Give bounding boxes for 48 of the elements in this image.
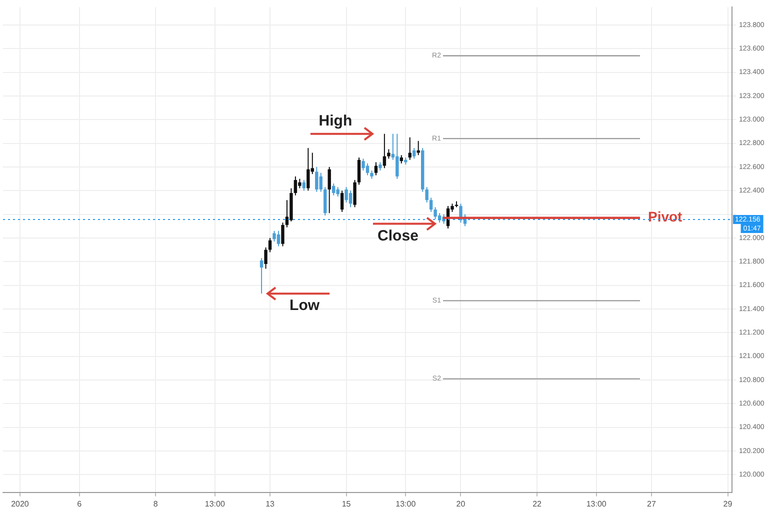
candlestick <box>315 166 318 192</box>
annotation: High <box>318 112 352 130</box>
candlestick <box>357 156 361 186</box>
x-tick-label: 15 <box>342 499 352 508</box>
candlestick <box>416 140 420 156</box>
x-tick-label: 29 <box>723 499 733 508</box>
candlestick <box>281 222 284 247</box>
candlestick <box>260 258 264 294</box>
candlestick <box>425 186 428 203</box>
x-tick-label: 22 <box>532 499 542 508</box>
candlestick <box>362 158 365 172</box>
candlestick <box>336 186 340 198</box>
candlestick <box>434 206 437 220</box>
x-tick-label: 20 <box>456 499 466 508</box>
candlestick <box>396 133 399 180</box>
candlestick <box>328 166 331 214</box>
candlestick <box>302 179 306 192</box>
x-tick-label: 13 <box>266 499 276 508</box>
candlestick <box>306 148 310 192</box>
candlestick <box>276 230 280 247</box>
annotation: Close <box>378 227 418 244</box>
candlestick <box>382 133 386 169</box>
candlestick <box>268 237 272 253</box>
candlestick <box>298 178 302 189</box>
candlestick <box>319 172 322 192</box>
annotation: Low <box>290 297 320 314</box>
candlestick <box>344 186 348 203</box>
candlestick <box>272 230 276 242</box>
candlestick <box>324 186 327 216</box>
x-tick-label: 13:00 <box>586 499 607 508</box>
x-tick-label: 6 <box>77 499 82 508</box>
candlestick <box>429 197 433 212</box>
candlestick <box>387 148 390 160</box>
candlestick <box>340 190 344 212</box>
x-tick-label: 27 <box>647 499 656 508</box>
candlestick <box>353 179 356 208</box>
candlestick <box>332 183 336 196</box>
candlestick <box>348 190 352 208</box>
x-tick-label: 8 <box>153 499 158 508</box>
candlestick <box>366 162 370 176</box>
x-tick-label: 13:00 <box>396 499 416 508</box>
x-tick-label: 2020 <box>11 499 30 508</box>
candlestick <box>264 246 268 270</box>
candlestick <box>294 176 298 196</box>
candlestick <box>412 148 416 160</box>
candlestick <box>374 162 378 176</box>
x-tick-label: 13:00 <box>204 499 226 508</box>
ref-line-label: Pivot <box>648 208 683 225</box>
